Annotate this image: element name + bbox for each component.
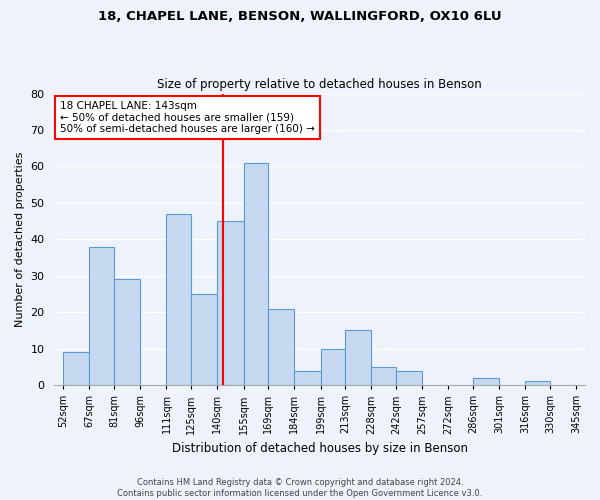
Bar (191, 294, 217, 385)
X-axis label: Distribution of detached houses by size in Benson: Distribution of detached houses by size … (172, 442, 468, 455)
Bar (217, 221, 244, 385)
Bar (371, 367, 396, 385)
Bar (295, 370, 320, 385)
Bar (345, 330, 371, 385)
Bar (244, 163, 268, 385)
Bar (320, 348, 345, 385)
Bar (166, 214, 191, 385)
Bar (396, 370, 422, 385)
Text: 18, CHAPEL LANE, BENSON, WALLINGFORD, OX10 6LU: 18, CHAPEL LANE, BENSON, WALLINGFORD, OX… (98, 10, 502, 23)
Bar (268, 308, 295, 385)
Y-axis label: Number of detached properties: Number of detached properties (15, 152, 25, 327)
Bar (89, 246, 114, 385)
Text: 18 CHAPEL LANE: 143sqm
← 50% of detached houses are smaller (159)
50% of semi-de: 18 CHAPEL LANE: 143sqm ← 50% of detached… (60, 101, 314, 134)
Text: Contains HM Land Registry data © Crown copyright and database right 2024.
Contai: Contains HM Land Registry data © Crown c… (118, 478, 482, 498)
Bar (63, 352, 89, 385)
Bar (114, 280, 140, 385)
Bar (526, 382, 550, 385)
Title: Size of property relative to detached houses in Benson: Size of property relative to detached ho… (157, 78, 482, 91)
Bar (473, 378, 499, 385)
